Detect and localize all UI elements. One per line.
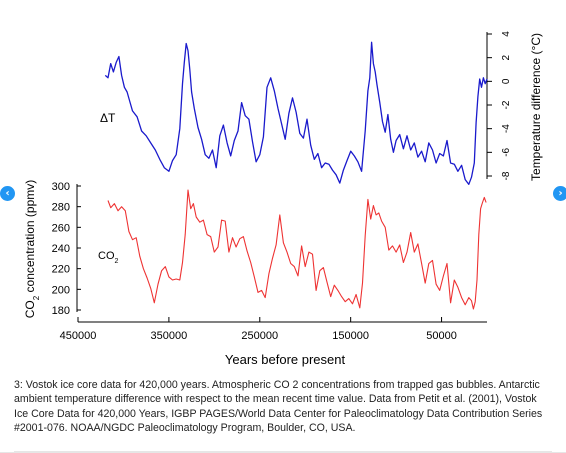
temperature-series-line (104, 41, 488, 185)
temp-tick-label: -8 (501, 171, 512, 180)
co2-tick-label: 280 (52, 202, 70, 214)
temp-tick-label: 4 (501, 31, 512, 37)
co2-tick-label: 260 (52, 222, 70, 234)
x-tick-label: 50000 (426, 330, 457, 342)
co2-tick-label: 220 (52, 264, 70, 276)
temperature-series-label: ΔT (100, 111, 116, 125)
x-tick-label: 150000 (332, 330, 369, 342)
x-tick-label: 450000 (60, 330, 97, 342)
temp-tick-label: 2 (501, 54, 512, 60)
divider (14, 451, 552, 452)
co2-tick-label: 180 (52, 305, 70, 317)
chevron-right-icon[interactable]: › (553, 186, 566, 201)
co2-tick-label: 300 (52, 181, 70, 193)
temp-tick-label: -4 (501, 124, 512, 133)
figure-caption: 3: Vostok ice core data for 420,000 year… (14, 379, 543, 434)
co2-tick-label: 240 (52, 243, 70, 255)
labels-group: 450000 350000 250000 150000 50000 Years befor… (23, 31, 543, 367)
co2-series-label: CO2 (98, 250, 119, 265)
x-tick-label: 350000 (151, 330, 188, 342)
x-axis-label: Years before present (225, 352, 346, 367)
temp-tick-label: -2 (501, 100, 512, 109)
temp-tick-label: 0 (501, 78, 512, 84)
axes-group (76, 32, 492, 323)
series-layer (104, 41, 488, 310)
vostok-chart: 450000 350000 250000 150000 50000 Years befor… (23, 31, 543, 367)
temp-axis-label: Temperature difference (°C) (529, 33, 543, 181)
co2-tick-label: 200 (52, 284, 70, 296)
chevron-left-icon[interactable]: ‹ (0, 186, 15, 201)
co2-series-line (107, 189, 487, 310)
temp-tick-label: -6 (501, 147, 512, 156)
co2-axis-label: CO2 concentration (ppmv) (23, 180, 41, 319)
x-tick-label: 250000 (241, 330, 278, 342)
